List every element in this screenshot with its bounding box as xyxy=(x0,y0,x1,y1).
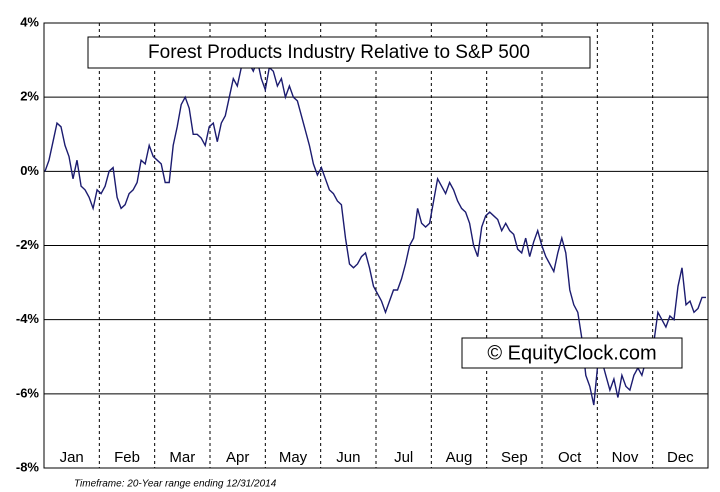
x-tick-label: May xyxy=(279,449,308,466)
x-tick-label: Feb xyxy=(114,449,140,466)
chart-title: Forest Products Industry Relative to S&P… xyxy=(148,42,530,63)
x-tick-label: Jul xyxy=(394,449,413,466)
x-tick-label: Mar xyxy=(169,449,195,466)
title-box xyxy=(87,36,591,69)
y-tick-label: -4% xyxy=(16,311,40,326)
watermark: © EquityClock.com xyxy=(487,342,656,364)
watermark-box xyxy=(461,337,683,369)
x-tick-label: Apr xyxy=(226,449,249,466)
x-tick-label: Sep xyxy=(501,449,528,466)
x-tick-label: Nov xyxy=(612,449,639,466)
plot-frame xyxy=(43,22,709,469)
y-tick-label: 0% xyxy=(20,163,39,178)
y-tick-label: -6% xyxy=(16,385,40,400)
x-tick-label: Oct xyxy=(558,449,582,466)
y-tick-label: 4% xyxy=(20,14,39,29)
x-tick-label: Jun xyxy=(336,449,360,466)
y-tick-label: 2% xyxy=(20,89,39,104)
x-tick-label: Aug xyxy=(446,449,473,466)
footnote: Timeframe: 20-Year range ending 12/31/20… xyxy=(74,479,277,490)
y-tick-label: -8% xyxy=(16,459,40,474)
x-tick-label: Dec xyxy=(667,449,694,466)
marks xyxy=(44,50,706,406)
data-line xyxy=(44,50,706,406)
x-tick-label: Jan xyxy=(60,449,84,466)
y-tick-label: -2% xyxy=(16,237,40,252)
grid xyxy=(44,22,708,469)
